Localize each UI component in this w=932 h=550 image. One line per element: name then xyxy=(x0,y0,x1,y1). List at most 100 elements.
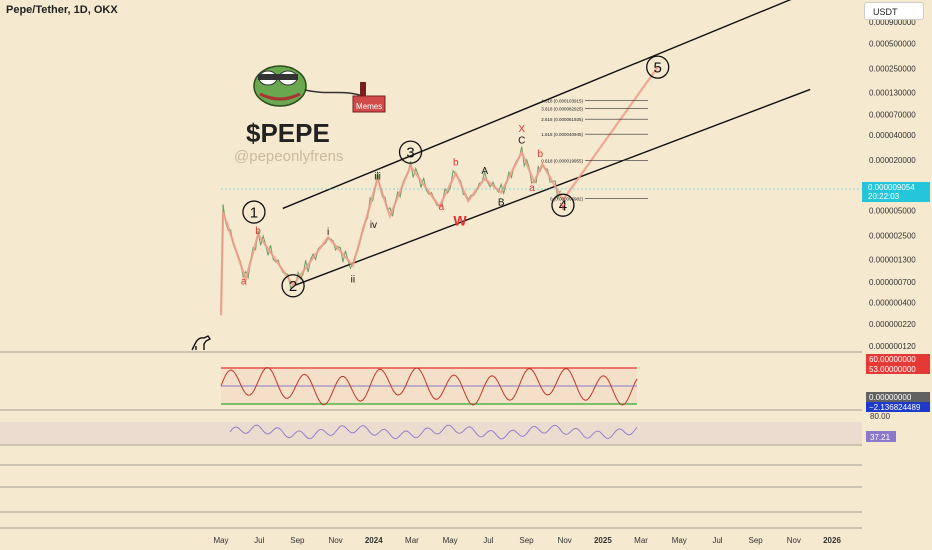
ind1-level-label: 0.00000000 xyxy=(869,393,912,402)
price-tick-label: 0.000001300 xyxy=(869,255,916,264)
price-tick-label: 0.000020000 xyxy=(869,156,916,165)
fib-label: 1.618 (0.000040945) xyxy=(541,132,583,137)
ind2-series xyxy=(229,424,638,440)
time-tick-label: Nov xyxy=(787,536,801,545)
wave-label: 1 xyxy=(250,204,258,221)
wave-label: 2 xyxy=(289,278,297,295)
ind2-axis-label: 80.00 xyxy=(870,412,891,421)
ind1-level-label: 60.00000000 xyxy=(869,355,916,364)
currency-unit-button[interactable]: USDT xyxy=(864,2,924,20)
ind2-value-label: 37.21 xyxy=(870,433,891,442)
current-price-value: 0.000009054 xyxy=(868,183,915,192)
time-tick-label: May xyxy=(213,536,228,545)
wave-label: iii xyxy=(374,171,381,182)
price-axis[interactable]: 0.000900000 0.000500000 0.000250000 0.00013… xyxy=(221,18,930,351)
time-tick-label: Nov xyxy=(328,536,342,545)
time-tick-label: Sep xyxy=(749,536,764,545)
wave-label: iv xyxy=(370,220,377,231)
wave-label: W xyxy=(453,212,467,228)
wave-label-circle xyxy=(551,193,575,217)
ind2-band xyxy=(0,422,862,444)
wave-label: 3 xyxy=(406,144,414,161)
ind1-level-tag xyxy=(866,364,930,374)
time-tick-label: 2026 xyxy=(823,536,841,545)
ind1-level-tag xyxy=(866,402,930,412)
time-tick-label: Jul xyxy=(483,536,493,545)
ind2-value-tag xyxy=(866,431,896,442)
price-tick-label: 0.000900000 xyxy=(869,18,916,27)
wave-label: B xyxy=(498,198,505,209)
time-tick-label: 2024 xyxy=(365,536,383,545)
price-tick-label: 0.000040000 xyxy=(869,131,916,140)
price-tick-label: 0.000000400 xyxy=(869,298,916,307)
price-tick-label: 0.000070000 xyxy=(869,111,916,120)
time-tick-label: Mar xyxy=(634,536,648,545)
ind1-level-tag xyxy=(866,354,930,364)
time-tick-label: Jul xyxy=(254,536,264,545)
wave-label: C xyxy=(518,135,525,146)
time-tick-label: Nov xyxy=(558,536,572,545)
price-tick-label: 0.000002500 xyxy=(869,232,916,241)
wave-label: 4 xyxy=(559,197,567,214)
chart-header-title: Pepe/Tether, 1D, OKX xyxy=(6,4,118,16)
price-tick-label: 0.000000120 xyxy=(869,342,916,351)
wave-label: X xyxy=(518,124,525,135)
price-tick-label: 0.000500000 xyxy=(869,39,916,48)
wave-label: Y xyxy=(560,202,567,213)
ind1-level-label: −2.136824489 xyxy=(869,403,921,412)
price-tick-label: 0.000000700 xyxy=(869,278,916,287)
wave-label: a xyxy=(241,276,247,287)
dinosaur-icon xyxy=(191,335,212,351)
time-axis[interactable]: May Jul Sep Nov 2024 Mar May Jul Sep Nov 2025 Mar Ma… xyxy=(213,536,841,545)
wave-label-circle xyxy=(242,200,266,224)
channel-lines xyxy=(282,0,811,286)
wave-label-circle xyxy=(646,55,670,79)
wave-label-circle xyxy=(398,140,423,164)
wave-label: a xyxy=(529,183,535,194)
ind1-series xyxy=(220,367,638,406)
channel-upper-line xyxy=(282,0,792,210)
wave-label: i xyxy=(327,227,329,238)
wave-label: A xyxy=(481,166,488,177)
ticker-brand: $PEPE xyxy=(246,118,330,148)
time-tick-label: Sep xyxy=(290,536,305,545)
wave-label: 5 xyxy=(654,59,662,76)
grid xyxy=(0,351,862,529)
channel-lower-line xyxy=(294,88,811,286)
price-tick-label: 0.000000220 xyxy=(869,320,916,329)
wave-label: ii xyxy=(351,274,355,285)
wave-label: b xyxy=(255,226,261,237)
price-tick-label: 0.000005000 xyxy=(869,207,916,216)
price-tick-label: 0.000130000 xyxy=(869,88,916,97)
time-tick-label: Jul xyxy=(712,536,722,545)
fib-label: 3.618 (0.000082925) xyxy=(541,107,583,112)
wave-label-circle xyxy=(281,274,305,298)
fib-label: 2.618 (0.000061935) xyxy=(541,117,583,122)
wave-label: b xyxy=(453,158,459,169)
time-tick-label: May xyxy=(672,536,687,545)
time-tick-label: 2025 xyxy=(594,536,612,545)
fib-label: 4.618 (0.000103915) xyxy=(541,98,583,103)
current-price-countdown: 20:22:03 xyxy=(868,192,900,201)
pepe-logo xyxy=(253,65,386,113)
elliott-wave-path xyxy=(219,66,659,316)
indicator-pane-2: 80.00 37.21 xyxy=(0,412,896,444)
time-tick-label: May xyxy=(443,536,458,545)
time-tick-label: Mar xyxy=(405,536,419,545)
fib-label: 0.618 (0.000019955) xyxy=(541,158,583,163)
wave-label: b xyxy=(538,149,544,160)
twitter-handle: @pepeonlyfrens xyxy=(234,148,344,165)
fib-label: 0 (0.000006982) xyxy=(550,196,584,201)
time-tick-label: Sep xyxy=(519,536,534,545)
wave-polyline xyxy=(219,66,659,316)
memes-sign: Memes xyxy=(356,102,382,111)
wave-label: a xyxy=(439,202,445,213)
price-tick-label: 0.000250000 xyxy=(869,65,916,74)
ind1-level-tag xyxy=(866,392,930,402)
fib-levels: 4.618 (0.000103915) 3.618 (0.000082925) 2.… xyxy=(541,98,648,201)
current-price-tag xyxy=(862,182,930,203)
